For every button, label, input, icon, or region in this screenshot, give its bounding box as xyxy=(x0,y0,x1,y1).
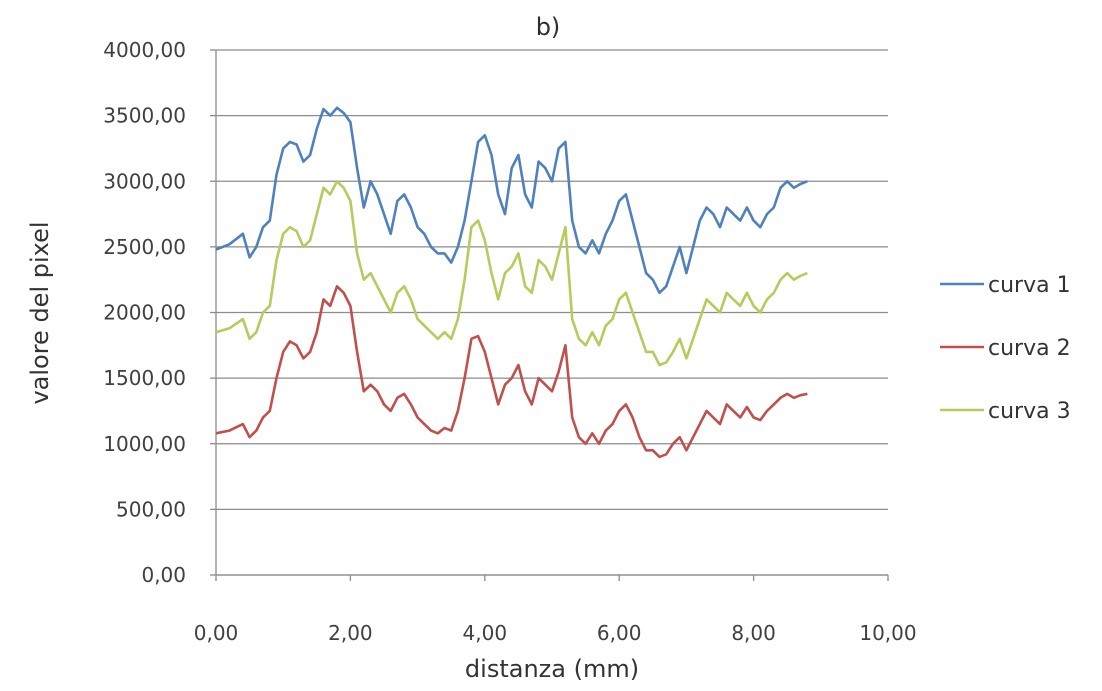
y-tick-label: 3500,00 xyxy=(103,104,186,128)
series-line-curva-3 xyxy=(215,180,808,367)
y-tick-label: 2000,00 xyxy=(103,301,186,325)
x-axis-label: distanza (mm) xyxy=(465,655,639,683)
x-tick-label: 8,00 xyxy=(731,621,776,645)
x-tick-label: 10,00 xyxy=(859,621,916,645)
grid-lines xyxy=(216,49,888,576)
y-tick-label: 1500,00 xyxy=(103,366,186,390)
y-tick-label: 4000,00 xyxy=(103,38,186,62)
y-tick-label: 2500,00 xyxy=(103,235,186,259)
x-tick-label: 2,00 xyxy=(328,621,373,645)
legend-label-curva-2: curva 2 xyxy=(988,336,1071,361)
x-axis-ticks: 0,00 2,00 4,00 6,00 8,00 10,00 xyxy=(194,575,917,645)
y-tick-label: 3000,00 xyxy=(103,169,186,193)
legend-label-curva-3: curva 3 xyxy=(988,399,1071,424)
y-tick-label: 0,00 xyxy=(141,563,186,587)
x-tick-label: 4,00 xyxy=(463,621,508,645)
series-group xyxy=(215,106,808,459)
y-axis-ticks: 0,00 500,00 1000,00 1500,00 2000,00 2500,00 30… xyxy=(103,38,216,587)
y-tick-label: 1000,00 xyxy=(103,432,186,456)
y-tick-label: 500,00 xyxy=(116,497,186,521)
series-line-curva-1 xyxy=(215,106,808,295)
legend: curva 1 curva 2 curva 3 xyxy=(940,273,1071,424)
x-tick-label: 6,00 xyxy=(597,621,642,645)
x-tick-label: 0,00 xyxy=(194,621,239,645)
y-axis-label: valore del pixel xyxy=(26,221,54,404)
legend-label-curva-1: curva 1 xyxy=(988,273,1071,298)
chart-title: b) xyxy=(536,13,561,41)
series-line-curva-2 xyxy=(215,284,808,459)
